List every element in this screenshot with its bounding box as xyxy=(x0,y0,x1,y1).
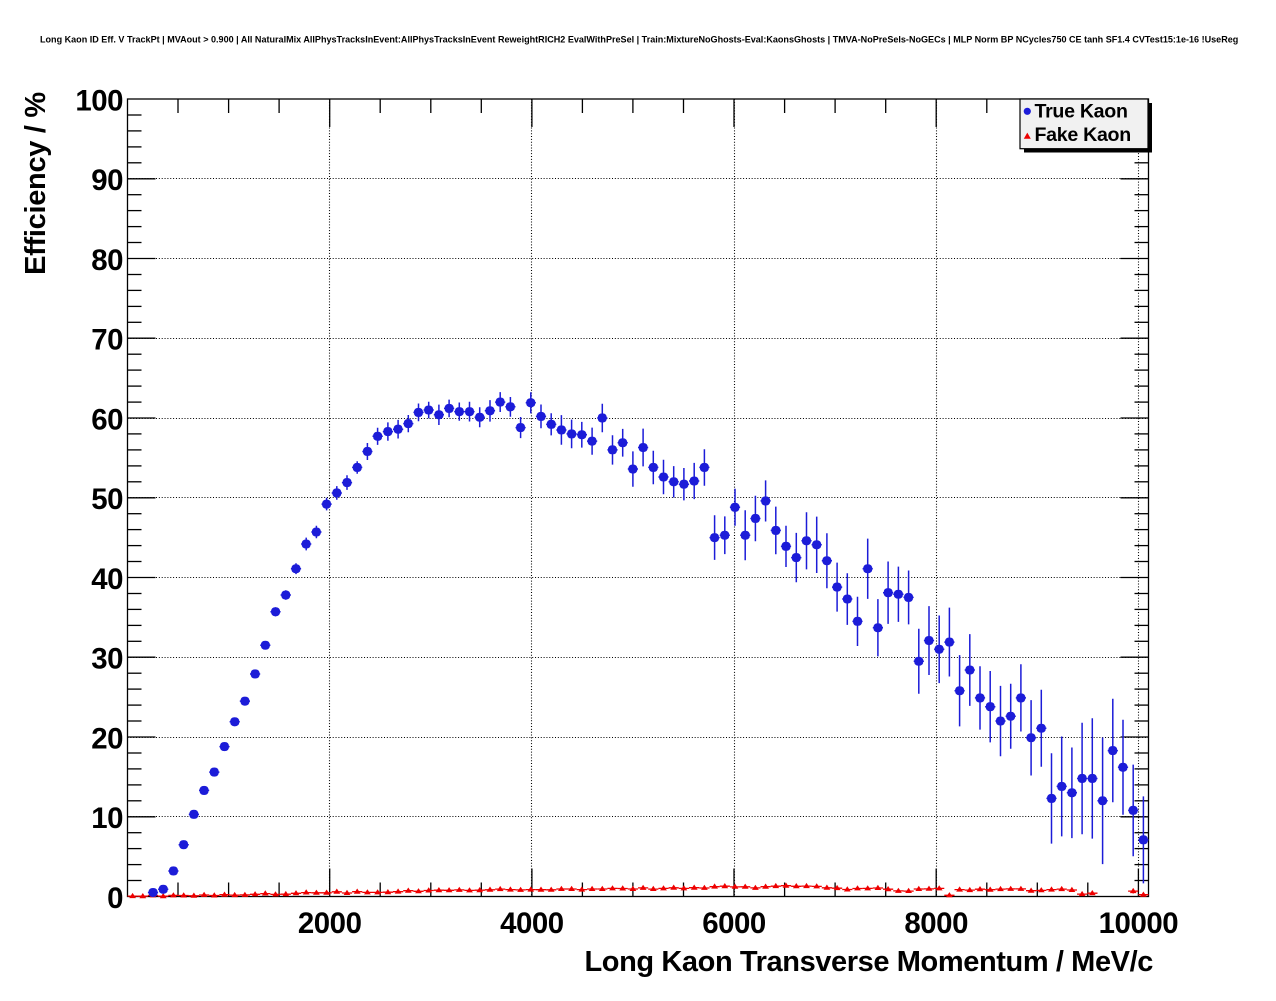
svg-text:90: 90 xyxy=(91,164,123,197)
svg-text:30: 30 xyxy=(91,643,123,676)
svg-text:6000: 6000 xyxy=(702,907,766,940)
svg-text:0: 0 xyxy=(107,882,123,915)
svg-text:Long Kaon ID Eff. V TrackPt |: Long Kaon ID Eff. V TrackPt | MVAout > 0… xyxy=(40,35,1238,45)
svg-text:8000: 8000 xyxy=(904,907,968,940)
svg-text:100: 100 xyxy=(75,84,123,117)
svg-text:40: 40 xyxy=(91,563,123,596)
svg-text:Long Kaon Transverse Momentum: Long Kaon Transverse Momentum / MeV/c xyxy=(584,946,1153,978)
svg-text:10000: 10000 xyxy=(1099,907,1179,940)
svg-text:80: 80 xyxy=(91,244,123,277)
svg-text:20: 20 xyxy=(91,722,123,755)
svg-text:70: 70 xyxy=(91,324,123,357)
svg-text:60: 60 xyxy=(91,403,123,436)
svg-text:10: 10 xyxy=(91,802,123,835)
svg-text:Fake Kaon: Fake Kaon xyxy=(1035,124,1131,146)
svg-text:4000: 4000 xyxy=(500,907,564,940)
svg-text:True Kaon: True Kaon xyxy=(1035,100,1128,122)
svg-text:2000: 2000 xyxy=(298,907,362,940)
svg-text:50: 50 xyxy=(91,483,123,516)
svg-text:Efficiency / %: Efficiency / % xyxy=(20,92,52,275)
